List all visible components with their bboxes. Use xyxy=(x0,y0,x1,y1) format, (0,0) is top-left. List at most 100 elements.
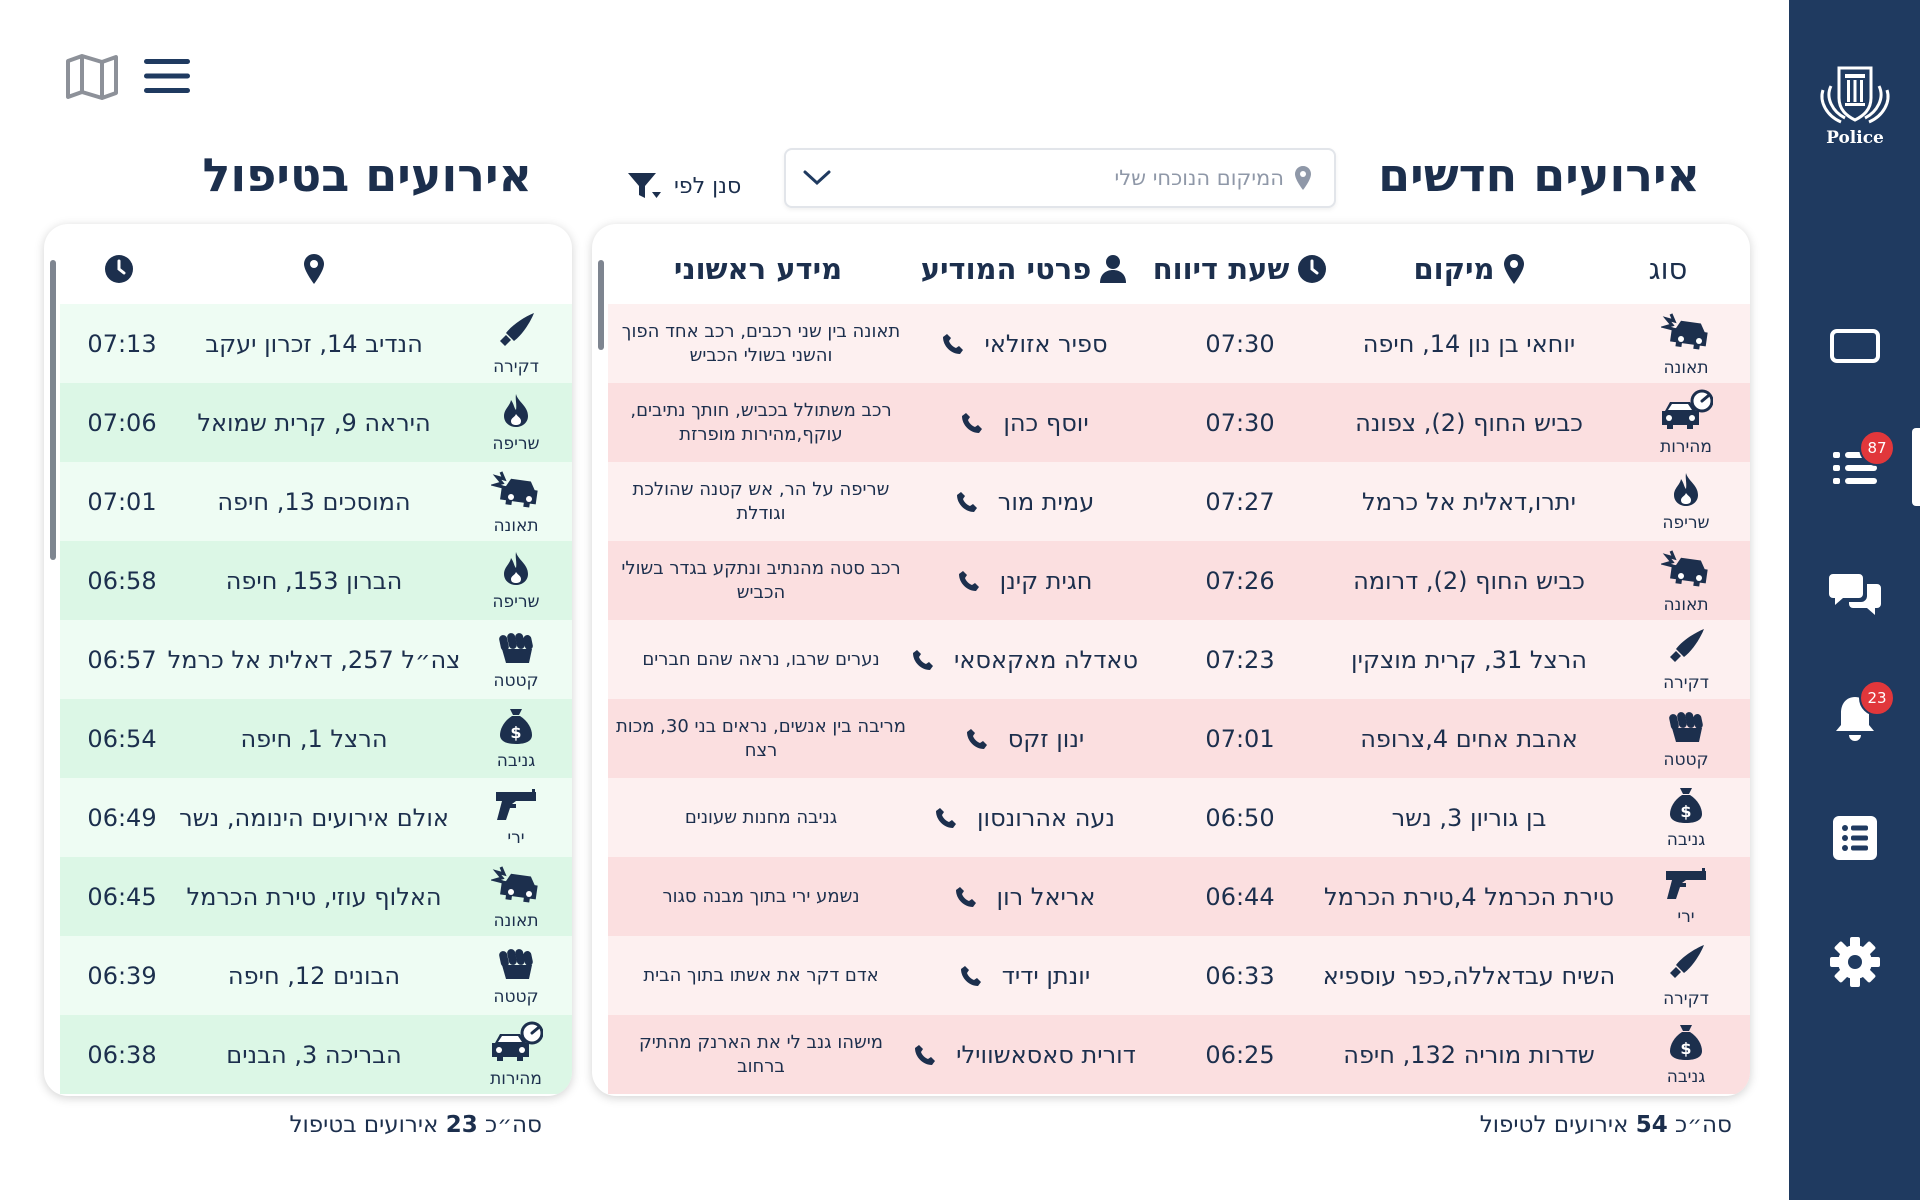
logo-text: Police xyxy=(1826,128,1884,148)
event-reporter[interactable]: יונתן ידיד xyxy=(910,936,1140,1015)
event-type: קטטה xyxy=(1638,699,1734,778)
table-row[interactable]: $ גניבה הרצל 1, חיפה 06:54 xyxy=(60,699,572,778)
table-row[interactable]: דקירה הרצל 31, קרית מוצקין 07:23 טאדלה מ… xyxy=(608,620,1750,699)
event-type-label: תאונה xyxy=(1663,357,1709,378)
event-time: 06:58 xyxy=(87,566,157,595)
event-type-label: דקירה xyxy=(1663,988,1709,1009)
nav-notifications-button[interactable]: 23 xyxy=(1829,680,1895,744)
table-row[interactable]: $ גניבה בן גוריון 3, נשר 06:50 נעה אהרונ… xyxy=(608,778,1750,857)
knife-icon xyxy=(1666,943,1706,987)
header-location[interactable]: מיקום xyxy=(1346,244,1592,294)
event-location: יוחאי בן נון 14, חיפה xyxy=(1362,329,1576,358)
table-row[interactable]: ירי טירת הכרמל 4,טירת הכרמל 06:44 אריאל … xyxy=(608,857,1750,936)
knife-icon xyxy=(1666,627,1706,671)
table-row[interactable]: דקירה השיח עבדאללה,כפר עוספיא 06:33 יונת… xyxy=(608,936,1750,1015)
table-row[interactable]: תאונה יוחאי בן נון 14, חיפה 07:30 ספיר א… xyxy=(608,304,1750,383)
event-info: רכב משתולל בכביש, חותך נתיבים, עוקף,מהיר… xyxy=(630,399,892,445)
table-row[interactable]: דקירה הנדיב 14, זכרון יעקב 07:13 xyxy=(60,304,572,383)
event-reporter[interactable]: חגית קינן xyxy=(910,541,1140,620)
handling-events-title: אירועים בטיפול xyxy=(202,148,532,202)
table-row[interactable]: $ גניבה שדרות מוריה 132, חיפה 06:25 דורי… xyxy=(608,1015,1750,1094)
event-type: שריפה xyxy=(474,541,558,620)
police-logo: Police xyxy=(1803,60,1907,156)
table-row[interactable]: שריפה הברון 153, חיפה 06:58 xyxy=(60,541,572,620)
nav-checklist-button[interactable] xyxy=(1829,812,1881,864)
menu-button[interactable] xyxy=(140,52,194,100)
handling-events-scrollbar[interactable] xyxy=(50,260,56,560)
event-time: 06:45 xyxy=(87,882,157,911)
new-events-title: אירועים חדשים xyxy=(1378,148,1700,202)
location-search[interactable] xyxy=(784,148,1336,208)
reporter-name: דורית סאסאשווילי xyxy=(956,1040,1136,1069)
table-row[interactable]: מהירות הבריכה 3, הבנים 06:38 xyxy=(60,1015,572,1094)
map-button[interactable] xyxy=(64,52,120,102)
event-reporter[interactable]: עמית מור xyxy=(910,462,1140,541)
event-reporter[interactable]: ספיר אזולאי xyxy=(910,304,1140,383)
event-reporter[interactable]: אריאל רון xyxy=(910,857,1140,936)
new-events-scrollbar[interactable] xyxy=(598,260,604,350)
header-location[interactable] xyxy=(154,244,474,294)
header-reporter-label: פרטי המודיע xyxy=(920,252,1092,286)
table-row[interactable]: קטטה הבונים 12, חיפה 06:39 xyxy=(60,936,572,1015)
event-type-label: מהירות xyxy=(490,1068,542,1089)
fist-icon xyxy=(1666,708,1706,748)
chevron-down-icon[interactable] xyxy=(786,169,848,187)
event-type-label: תאונה xyxy=(493,515,539,536)
header-info[interactable]: מידע ראשוני xyxy=(608,244,908,294)
table-row[interactable]: מהירות כביש החוף (2), צפונה 07:30 יוסף כ… xyxy=(608,383,1750,462)
event-type: קטטה xyxy=(474,620,558,699)
table-row[interactable]: ירי אולם אירועים הינומה, נשר 06:49 xyxy=(60,778,572,857)
event-time: 06:49 xyxy=(87,803,157,832)
header-type[interactable]: סוג xyxy=(1598,244,1738,294)
event-reporter[interactable]: נעה אהרונסון xyxy=(910,778,1140,857)
event-reporter[interactable]: יוסף כהן xyxy=(910,383,1140,462)
clock-icon xyxy=(105,255,133,283)
clock-icon xyxy=(1298,255,1327,283)
event-reporter[interactable]: ינון זקס xyxy=(910,699,1140,778)
filter-button[interactable]: סנן לפי xyxy=(626,166,741,206)
event-type-label: מהירות xyxy=(1660,436,1712,457)
event-info: אדם דקר את אשתו בתוך הבית xyxy=(643,964,879,986)
event-time: 06:57 xyxy=(87,645,157,674)
event-type: $ גניבה xyxy=(1638,1015,1734,1094)
reporter-name: ינון זקס xyxy=(1007,724,1085,753)
table-row[interactable]: קטטה צה״ל 257, דאלית אל כרמל 06:57 xyxy=(60,620,572,699)
location-search-input[interactable] xyxy=(848,150,1294,206)
total-count: 23 xyxy=(445,1112,478,1138)
event-reporter[interactable]: טאדלה מאקאסאי xyxy=(910,620,1140,699)
event-location: הברון 153, חיפה xyxy=(225,566,403,595)
header-time[interactable] xyxy=(74,244,164,294)
tablet-icon xyxy=(1830,329,1880,363)
event-type: $ גניבה xyxy=(474,699,558,778)
header-reporter[interactable]: פרטי המודיע xyxy=(914,244,1134,294)
svg-text:$: $ xyxy=(1680,802,1691,821)
nav-chat-button[interactable] xyxy=(1829,568,1881,620)
location-pin-icon xyxy=(304,254,324,284)
car-crash-icon xyxy=(1659,547,1711,593)
table-row[interactable]: תאונה האלוף עוזי, טירת הכרמל 06:45 xyxy=(60,857,572,936)
event-type-label: גניבה xyxy=(496,750,536,771)
event-type-label: ירי xyxy=(1677,906,1695,927)
event-location: אולם אירועים הינומה, נשר xyxy=(179,803,449,832)
event-type-label: שריפה xyxy=(492,433,540,454)
event-reporter[interactable]: דורית סאסאשווילי xyxy=(910,1015,1140,1094)
total-suffix: אירועים לטיפול xyxy=(1479,1112,1629,1138)
money-bag-icon: $ xyxy=(1669,786,1703,828)
total-count: 54 xyxy=(1635,1112,1668,1138)
table-row[interactable]: תאונה כביש החוף (2), דרומה 07:26 חגית קי… xyxy=(608,541,1750,620)
map-icon xyxy=(66,54,118,100)
table-row[interactable]: קטטה אהבת אחים 4,צרופה 07:01 ינון זקס מר… xyxy=(608,699,1750,778)
table-row[interactable]: תאונה המוסכים 13, חיפה 07:01 xyxy=(60,462,572,541)
event-type: תאונה xyxy=(474,462,558,541)
table-row[interactable]: שריפה יתרו,דאלית אל כרמל 07:27 עמית מור … xyxy=(608,462,1750,541)
phone-icon xyxy=(936,807,956,828)
nav-events-button[interactable]: 87 xyxy=(1829,430,1895,494)
event-location: טירת הכרמל 4,טירת הכרמל xyxy=(1323,882,1615,911)
table-row[interactable]: שריפה היראה 9, קרית שמואל 07:06 xyxy=(60,383,572,462)
header-time[interactable]: שעת דיווח xyxy=(1140,244,1340,294)
event-type: שריפה xyxy=(474,383,558,462)
fist-icon xyxy=(496,629,536,669)
nav-settings-button[interactable] xyxy=(1829,936,1881,988)
speeding-car-icon xyxy=(489,1021,544,1067)
nav-tablet-button[interactable] xyxy=(1829,320,1881,372)
